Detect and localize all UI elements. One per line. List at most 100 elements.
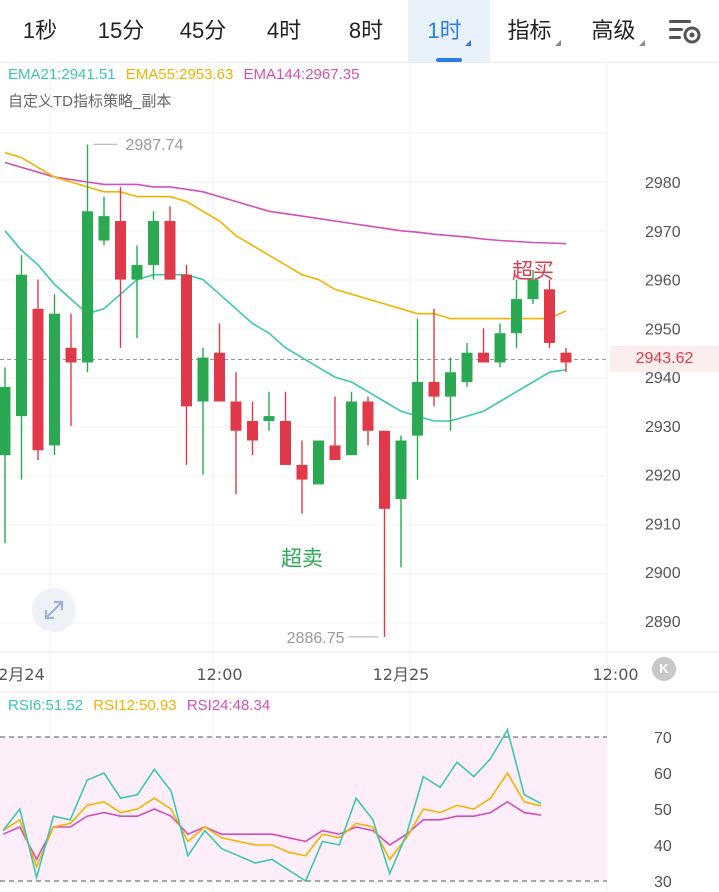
candle-body (0, 386, 11, 456)
rsi-y-tick-label: 40 (654, 838, 672, 855)
rsi-y-tick-label: 70 (654, 730, 672, 747)
ema21-line (4, 230, 567, 422)
dropdown-triangle-icon (464, 40, 471, 46)
rsi-y-tick-label: 50 (654, 802, 672, 819)
candle-body (428, 381, 440, 397)
tab-label: 45分 (179, 18, 227, 43)
oversold-annotation: 超卖 (281, 547, 323, 571)
tab-label: 8时 (348, 18, 384, 43)
rsi24-legend: RSI24:48.34 (186, 697, 271, 714)
x-tick-label: 12:00 (592, 665, 638, 684)
tab-8h[interactable]: 8时 (324, 0, 408, 62)
candle-body (494, 333, 506, 363)
tab-label: 4时 (266, 18, 302, 43)
candle-body (362, 401, 374, 431)
rsi-legend: RSI6:51.52 RSI12:50.93 RSI24:48.34 (8, 697, 276, 714)
k-badge-icon[interactable]: K (652, 657, 676, 681)
candle-body (32, 308, 44, 451)
rsi12-legend: RSI12:50.93 (93, 697, 177, 714)
strategy-label: 自定义TD指标策略_副本 (8, 93, 172, 110)
candle-body (181, 274, 192, 407)
candle-body (280, 421, 291, 465)
candle-body (478, 352, 489, 363)
dropdown-triangle-icon (638, 40, 645, 46)
y-tick-label: 2970 (645, 224, 681, 241)
tab-label: 15分 (97, 18, 145, 43)
candle-body (230, 401, 242, 431)
expand-button[interactable] (32, 588, 76, 632)
y-tick-label: 2890 (645, 614, 681, 631)
candle-body (82, 211, 93, 363)
candle-body (313, 440, 324, 485)
expand-arrows-icon (44, 600, 64, 620)
dropdown-triangle-icon (554, 40, 561, 46)
candle-body (131, 264, 143, 280)
chart-settings-icon[interactable] (664, 14, 704, 48)
tab-15m[interactable]: 15分 (80, 0, 162, 62)
ema55-legend: EMA55:2953.63 (125, 66, 234, 83)
candle-body (511, 299, 522, 334)
y-tick-label: 2950 (645, 321, 681, 338)
candle-body (65, 347, 77, 363)
x-tick-label: 12月25 (373, 665, 430, 684)
tab-label: 1秒 (22, 18, 58, 43)
rsi-y-tick-label: 60 (654, 766, 672, 783)
x-tick-label: 2月24 (0, 665, 45, 684)
y-tick-label: 2930 (645, 419, 681, 436)
candle-body (98, 216, 110, 241)
candle-body (379, 430, 390, 509)
candle-body (115, 221, 126, 280)
candle-body (527, 279, 539, 300)
rsi24-line (2, 800, 542, 862)
tab-1s[interactable]: 1秒 (0, 0, 80, 62)
candle-body (197, 357, 209, 402)
min-price-label: 2886.75 (287, 630, 345, 647)
rsi6-line (2, 727, 542, 883)
y-tick-label: 2900 (645, 565, 681, 582)
candle-body (16, 274, 27, 417)
tab-advanced[interactable]: 高级 (578, 0, 658, 62)
timeframe-tabbar: 1秒 15分 45分 4时 8时 1时 指标 高级 (0, 0, 719, 63)
rsi-y-tick-label: 30 (654, 874, 672, 891)
ema21-legend: EMA21:2941.51 (8, 66, 116, 83)
tab-indicators[interactable]: 指标 (494, 0, 574, 62)
candle-body (560, 352, 572, 363)
candle-body (148, 221, 159, 265)
candle-body (296, 464, 308, 480)
y-tick-label: 2920 (645, 468, 681, 485)
candle-body (412, 381, 423, 436)
x-tick-label: 12:00 (196, 665, 242, 684)
candle-body (346, 401, 357, 456)
ema144-line (4, 161, 567, 245)
candle-body (544, 289, 555, 343)
tab-label: 高级 (591, 18, 636, 43)
candle-body (329, 445, 341, 461)
candle-body (214, 352, 225, 402)
rsi12-line (2, 771, 542, 869)
candle-body (263, 416, 275, 422)
ema144-legend: EMA144:2967.35 (243, 66, 360, 83)
candle-body (164, 221, 176, 280)
max-price-label: 2987.74 (126, 137, 184, 154)
y-tick-label: 2980 (645, 175, 681, 192)
candle-body (49, 313, 60, 446)
candle-body (395, 440, 407, 500)
rsi6-legend: RSI6:51.52 (8, 697, 84, 714)
current-price-tag: 2943.62 (610, 346, 719, 372)
y-tick-label: 2960 (645, 273, 681, 290)
tab-4h[interactable]: 4时 (244, 0, 324, 62)
tab-label: 1时 (427, 18, 462, 43)
overbought-annotation: 超买 (512, 259, 554, 283)
candle-body (247, 421, 258, 441)
tab-45m[interactable]: 45分 (162, 0, 244, 62)
tab-1h[interactable]: 1时 (408, 0, 490, 62)
candle-body (461, 352, 473, 382)
rsi-band (0, 737, 607, 881)
candle-body (445, 372, 456, 397)
ema55-line (4, 151, 567, 320)
y-tick-label: 2910 (645, 516, 681, 533)
active-tab-underline (436, 58, 462, 62)
y-tick-label: 2940 (645, 370, 681, 387)
ema-legend: EMA21:2941.51 EMA55:2953.63 EMA144:2967.… (8, 66, 365, 83)
